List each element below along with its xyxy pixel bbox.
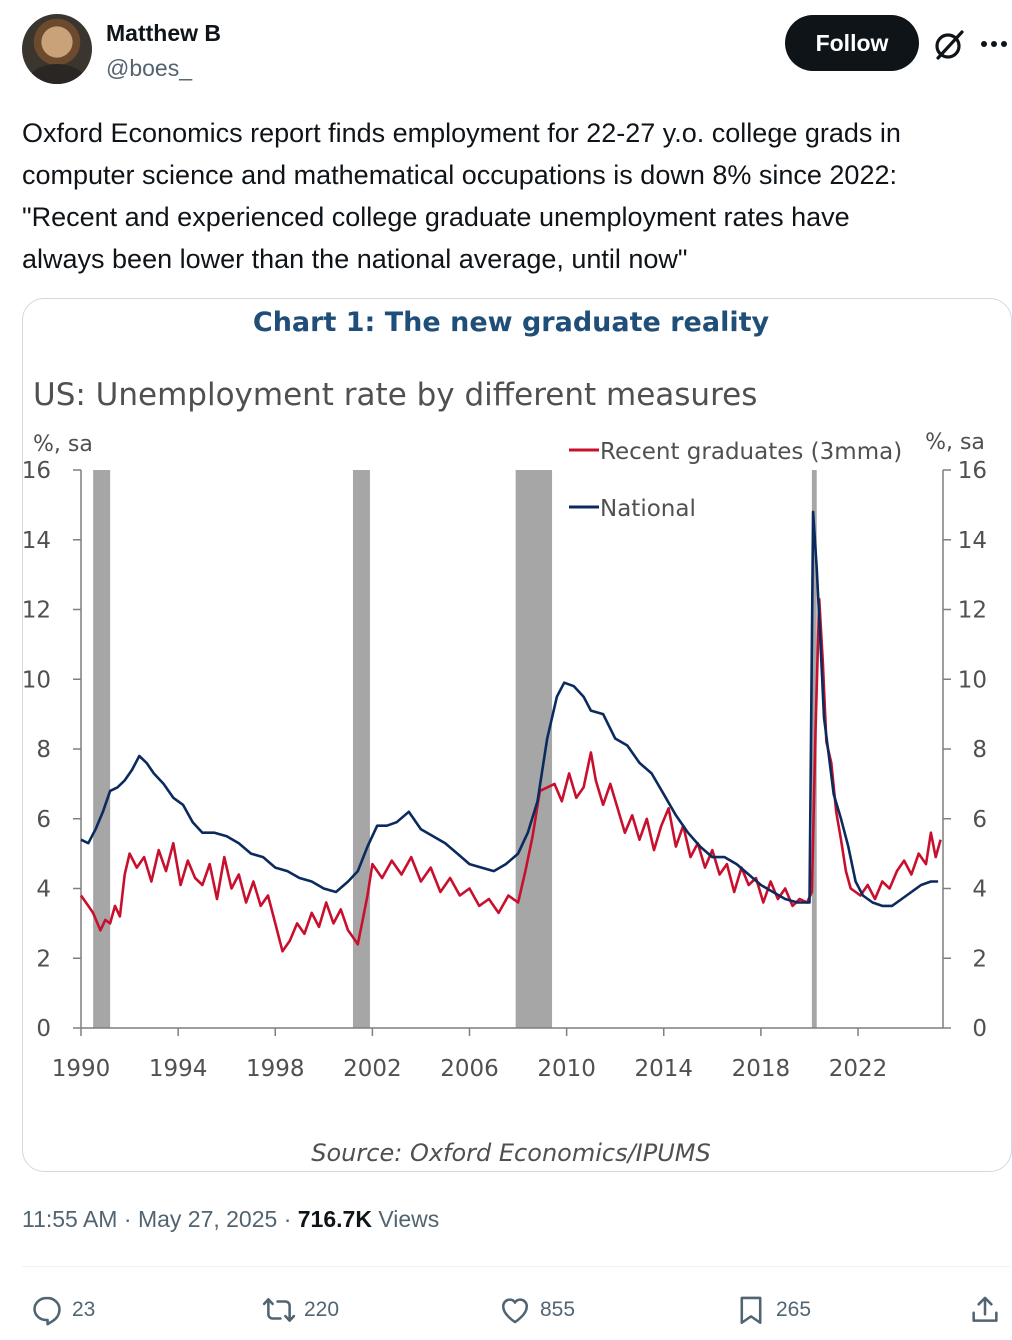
chart-lines	[79, 510, 942, 953]
recession-band-1	[352, 470, 370, 1028]
y-tick-label-left-5: 10	[23, 667, 51, 693]
chart-axes: 0 0 2 2 4 4 6 6 8 8 10 10 12 12 14 14 16 16 1990 1994 1998 20…	[23, 458, 987, 1082]
x-tick-label-1: 1994	[149, 1056, 208, 1082]
tweet-header: Matthew B @boes_ Follow	[22, 14, 1012, 86]
recession-bands	[93, 470, 817, 1028]
grok-icon[interactable]	[932, 28, 966, 62]
chart-svg: Chart 1: The new graduate reality US: Un…	[23, 307, 987, 1167]
y-tick-label-left-0: 0	[36, 1016, 51, 1042]
x-tick-label-6: 2014	[634, 1056, 693, 1082]
meta-separator-2: ·	[283, 1206, 292, 1232]
y-unit-right: %, sa	[925, 430, 985, 455]
tweet-meta: 11:55 AM · May 27, 2025 · 716.7K Views	[22, 1206, 439, 1233]
heart-icon	[501, 1298, 529, 1324]
follow-button[interactable]: Follow	[785, 15, 919, 71]
y-tick-label-left-4: 8	[36, 737, 51, 763]
tweet-time[interactable]: 11:55 AM	[22, 1206, 118, 1232]
reply-button[interactable]: 23	[30, 1292, 95, 1328]
y-tick-label-right-1: 2	[972, 946, 987, 972]
chart-source: Source: Oxford Economics/IPUMS	[311, 1139, 710, 1167]
y-tick-label-right-4: 8	[972, 737, 987, 763]
y-tick-label-left-6: 12	[23, 598, 51, 624]
repost-count: 220	[304, 1298, 340, 1321]
author-name[interactable]: Matthew B	[106, 20, 221, 46]
tweet-date[interactable]: May 27, 2025	[137, 1206, 278, 1232]
bookmark-button[interactable]: 265	[734, 1292, 811, 1328]
y-unit-left: %, sa	[33, 432, 93, 457]
avatar[interactable]	[22, 14, 92, 84]
tweet-media-chart[interactable]: Chart 1: The new graduate reality US: Un…	[22, 298, 1012, 1172]
legend-label-recent-graduates: Recent graduates (3mma)	[600, 439, 902, 465]
y-tick-label-left-7: 14	[23, 528, 51, 554]
chart-heading: Chart 1: The new graduate reality	[253, 307, 770, 338]
y-tick-label-left-1: 2	[36, 946, 51, 972]
author-handle[interactable]: @boes_	[106, 55, 193, 81]
reply-icon	[33, 1296, 61, 1326]
x-tick-label-7: 2018	[732, 1056, 791, 1082]
y-tick-label-right-5: 10	[958, 667, 987, 693]
views-count: 716.7K	[297, 1206, 372, 1232]
reply-count: 23	[72, 1298, 96, 1321]
x-tick-label-2: 1998	[246, 1056, 305, 1082]
x-tick-label-5: 2010	[537, 1056, 596, 1082]
series-line-national	[80, 510, 939, 908]
divider	[22, 1266, 1010, 1267]
repost-icon	[262, 1298, 296, 1322]
legend-label-national: National	[600, 496, 696, 522]
like-button[interactable]: 855	[498, 1292, 575, 1328]
x-tick-label-4: 2006	[440, 1056, 499, 1082]
x-tick-label-0: 1990	[52, 1056, 111, 1082]
bookmark-count: 265	[776, 1298, 812, 1321]
recession-band-0	[93, 470, 111, 1028]
views-label: Views	[378, 1206, 440, 1232]
y-tick-label-right-2: 4	[972, 877, 987, 903]
bookmark-icon	[740, 1296, 762, 1325]
chart-title: US: Unemployment rate by different measu…	[33, 377, 757, 413]
y-tick-label-left-2: 4	[36, 877, 51, 903]
y-tick-label-right-8: 16	[958, 458, 987, 484]
more-icon[interactable]	[980, 40, 1008, 48]
y-tick-label-right-6: 12	[958, 598, 987, 624]
x-tick-label-3: 2002	[343, 1056, 402, 1082]
meta-separator: ·	[123, 1206, 132, 1232]
y-tick-label-right-3: 6	[972, 807, 987, 833]
tweet-text: Oxford Economics report finds employment…	[22, 118, 901, 274]
like-count: 855	[540, 1298, 576, 1321]
y-tick-label-left-3: 6	[36, 807, 51, 833]
y-tick-label-left-8: 16	[23, 458, 51, 484]
y-tick-label-right-7: 14	[958, 528, 987, 554]
y-tick-label-right-0: 0	[972, 1016, 987, 1042]
repost-button[interactable]: 220	[262, 1292, 339, 1328]
share-icon	[972, 1296, 998, 1322]
legend: Recent graduates (3mma) National	[569, 439, 902, 522]
x-tick-label-8: 2022	[829, 1056, 888, 1082]
share-button[interactable]	[968, 1292, 1010, 1328]
